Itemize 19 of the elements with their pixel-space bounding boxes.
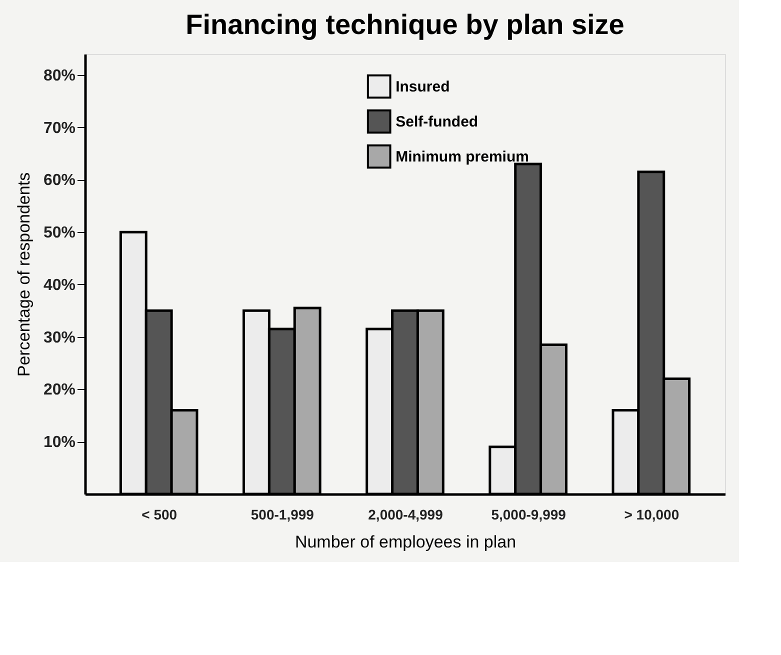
x-tick-label: 500-1,999 xyxy=(250,506,314,522)
y-tick-label: 80% xyxy=(43,67,76,84)
legend-label: Insured xyxy=(396,78,450,96)
y-axis-title: Percentage of respondents xyxy=(14,172,34,377)
x-tick-label: 5,000-9,999 xyxy=(491,506,566,522)
y-tick-label: 70% xyxy=(43,120,76,137)
y-tick-label: 10% xyxy=(43,434,76,452)
y-tick-label: 60% xyxy=(43,172,76,190)
y-tick-label: 20% xyxy=(43,382,76,399)
chart-title: Financing technique by plan size xyxy=(186,9,624,40)
legend-label: Self-funded xyxy=(396,114,478,130)
x-tick-label: 2,000-4,999 xyxy=(368,506,444,522)
y-tick-label: 30% xyxy=(43,329,76,346)
y-tick-label: 50% xyxy=(43,224,76,242)
y-tick-label: 40% xyxy=(43,276,76,294)
x-tick-label: < 500 xyxy=(142,506,178,522)
legend-label: Minimum premium xyxy=(396,148,529,166)
x-axis-title: Number of employees in plan xyxy=(294,532,516,552)
x-tick-label: > 10,000 xyxy=(624,506,680,522)
